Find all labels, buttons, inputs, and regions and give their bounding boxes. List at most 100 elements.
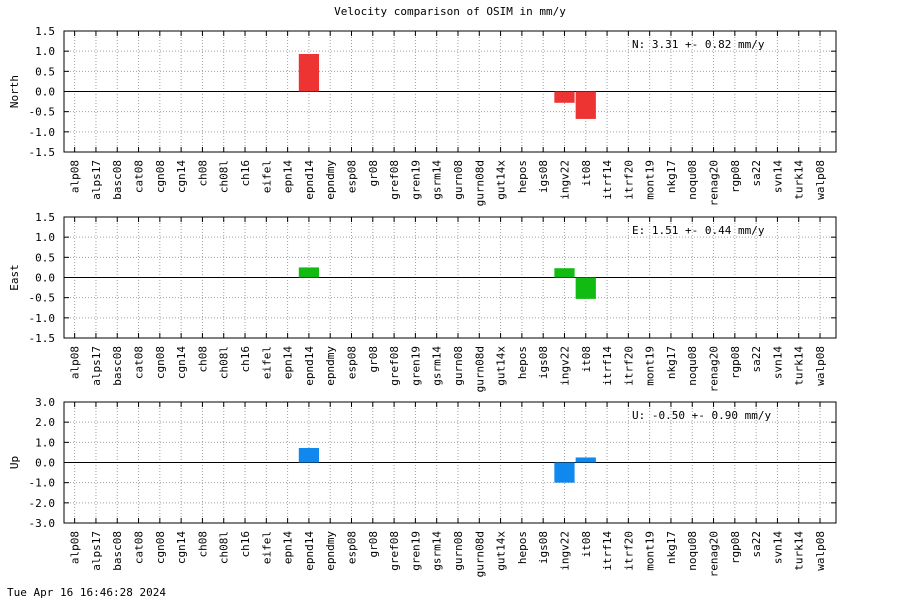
east-bar-ingv22 [554, 268, 575, 278]
north-axis-label: North [8, 75, 21, 108]
up-category-label: gsrm14 [431, 531, 444, 571]
up-category-label: mont19 [644, 531, 657, 571]
up-category-label: basc08 [111, 531, 124, 571]
east-category-label: hepos [516, 346, 529, 379]
up-category-label: svn14 [771, 531, 784, 564]
east-category-label: gurn08d [473, 346, 486, 392]
north-category-label: gref08 [388, 160, 401, 200]
north-category-label: basc08 [111, 160, 124, 200]
east-ytick-label: 1.0 [35, 231, 55, 244]
east-category-label: it08 [580, 346, 593, 373]
north-category-label: gurn08d [473, 160, 486, 206]
east-category-label: walp08 [814, 346, 827, 386]
east-category-label: epndmy [324, 346, 337, 386]
north-bar-ingv22 [554, 91, 575, 103]
north-category-label: it08 [580, 160, 593, 187]
east-bar-epnd14 [298, 267, 320, 278]
up-category-label: ingv22 [558, 531, 571, 571]
up-axis-label: Up [8, 456, 21, 469]
north-category-label: gren19 [409, 160, 422, 200]
east-category-label: cat08 [133, 346, 146, 379]
up-category-label: hepos [516, 531, 529, 564]
east-category-label: gut14x [495, 346, 508, 386]
east-category-label: ingv22 [558, 346, 571, 386]
up-category-label: itrf20 [622, 531, 635, 571]
east-category-label: esp08 [346, 346, 359, 379]
up-ytick-label: -2.0 [29, 497, 56, 510]
east-category-label: renag20 [708, 346, 721, 392]
up-category-label: walp08 [814, 531, 827, 571]
north-category-label: gut14x [495, 160, 508, 200]
east-category-label: gren19 [409, 346, 422, 386]
east-annotation: E: 1.51 +- 0.44 mm/y [632, 224, 765, 237]
east-category-label: sa22 [750, 346, 763, 373]
up-category-label: ch08 [196, 531, 209, 558]
north-category-label: igs08 [537, 160, 550, 193]
up-category-label: eifel [260, 531, 273, 564]
east-category-label: gsrm14 [431, 346, 444, 386]
up-category-label: sa22 [750, 531, 763, 558]
east-category-label: ch08 [196, 346, 209, 373]
up-annotation: U: -0.50 +- 0.90 mm/y [632, 409, 771, 422]
north-category-label: renag20 [708, 160, 721, 206]
east-category-label: gref08 [388, 346, 401, 386]
up-ytick-label: 3.0 [35, 396, 55, 409]
north-category-label: cat08 [133, 160, 146, 193]
north-category-label: gr08 [367, 160, 380, 187]
north-category-label: epnd14 [303, 160, 316, 200]
north-ytick-label: -1.5 [29, 146, 56, 159]
up-category-label: cgn08 [154, 531, 167, 564]
north-category-label: cgn14 [175, 160, 188, 193]
north-category-label: sa22 [750, 160, 763, 187]
north-category-label: ch08 [196, 160, 209, 187]
north-ytick-label: -1.0 [29, 126, 56, 139]
up-category-label: ch08l [218, 531, 231, 564]
east-category-label: alps17 [90, 346, 103, 386]
north-category-label: alps17 [90, 160, 103, 200]
east-ytick-label: -1.5 [29, 332, 56, 345]
up-ytick-label: 0.0 [35, 457, 55, 470]
up-bar-epnd14 [298, 447, 320, 463]
up-category-label: cgn14 [175, 531, 188, 564]
up-category-label: igs08 [537, 531, 550, 564]
up-ytick-label: -1.0 [29, 477, 56, 490]
up-category-label: nkg17 [665, 531, 678, 564]
east-category-label: svn14 [771, 346, 784, 379]
north-ytick-label: 0.5 [35, 65, 55, 78]
north-category-label: noqu08 [686, 160, 699, 200]
east-category-label: ch08l [218, 346, 231, 379]
east-category-label: turk14 [793, 346, 806, 386]
up-category-label: esp08 [346, 531, 359, 564]
north-category-label: esp08 [346, 160, 359, 193]
up-ytick-label: 2.0 [35, 416, 55, 429]
up-category-label: epnd14 [303, 531, 316, 571]
east-ytick-label: -1.0 [29, 312, 56, 325]
north-plot-frame [63, 30, 837, 153]
north-category-label: itrf14 [601, 160, 614, 200]
north-category-label: alp08 [69, 160, 82, 193]
up-category-label: gut14x [495, 531, 508, 571]
east-category-label: igs08 [537, 346, 550, 379]
north-ytick-label: 1.5 [35, 25, 55, 38]
east-category-label: nkg17 [665, 346, 678, 379]
north-category-label: ch08l [218, 160, 231, 193]
east-category-label: mont19 [644, 346, 657, 386]
east-category-label: gr08 [367, 346, 380, 373]
north-category-label: eifel [260, 160, 273, 193]
up-category-label: gurn08d [473, 531, 486, 577]
up-category-label: renag20 [708, 531, 721, 577]
up-category-label: alps17 [90, 531, 103, 571]
north-ytick-label: 0.0 [35, 86, 55, 99]
north-bar-epnd14 [298, 53, 320, 92]
east-category-label: alp08 [69, 346, 82, 379]
up-plot-frame [63, 401, 837, 524]
north-category-label: turk14 [793, 160, 806, 200]
up-category-label: alp08 [69, 531, 82, 564]
north-category-label: ch16 [239, 160, 252, 187]
north-category-label: itrf20 [622, 160, 635, 200]
east-category-label: itrf14 [601, 346, 614, 386]
east-ytick-label: -0.5 [29, 292, 56, 305]
east-category-label: epnd14 [303, 346, 316, 386]
up-category-label: gren19 [409, 531, 422, 571]
